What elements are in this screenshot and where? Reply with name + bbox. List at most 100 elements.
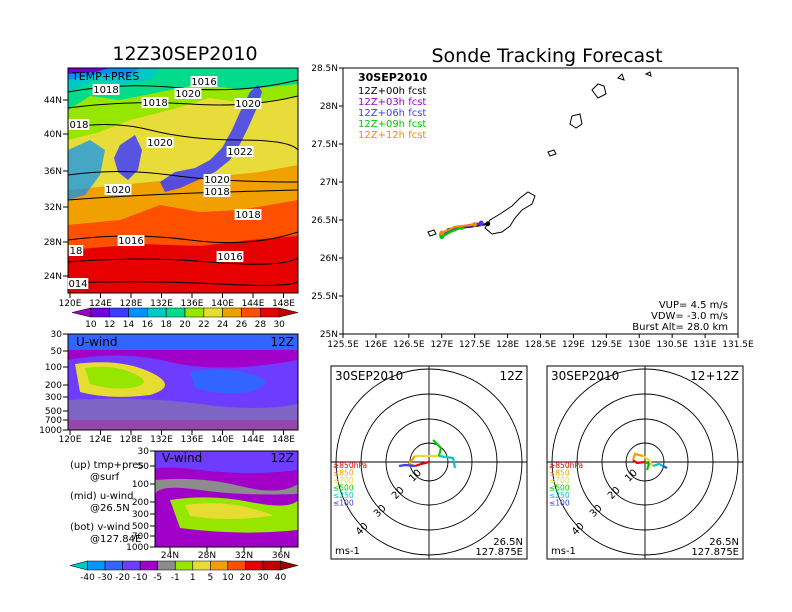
track-lat-tick-label: 27N <box>320 178 338 188</box>
colorbar-label: 16 <box>142 320 154 330</box>
hodo-level-label: ≤700 <box>549 476 570 485</box>
vup-readout: VUP= 4.5 m/s <box>659 300 728 311</box>
u-y-tick-label: 100 <box>45 363 62 373</box>
lon-tick-label: 120E <box>59 299 82 309</box>
u-y-tick-label: 500 <box>45 407 62 417</box>
u-x-axis: 120E 124E 128E 132E 136E 140E 144E 148E <box>59 430 295 445</box>
isobar-label-bg <box>117 235 145 246</box>
hodo-level-label: ≤850 <box>333 469 354 478</box>
colorbar-label: 10 <box>85 320 97 330</box>
lat-tick-label: 28N <box>44 238 62 248</box>
lon-tick-label: 136E <box>181 299 204 309</box>
wind-colorbar-swatch <box>210 560 229 571</box>
hodo-level-label: ≤100 <box>333 499 354 508</box>
track-lon-tick-label: 126E <box>364 340 387 350</box>
track-point <box>439 234 445 240</box>
wind-colorbar-swatch <box>192 560 211 571</box>
track-legend-entry: 12Z+03h fcst <box>358 97 426 108</box>
wind-colorbar-label: -10 <box>133 573 148 583</box>
hodo-trace <box>632 459 646 465</box>
colorbar-swatch <box>241 307 261 318</box>
isobar-label-bg <box>203 174 231 185</box>
hodo-trace <box>662 465 668 469</box>
track-legend-entry: 12Z+12h fcst <box>358 130 426 141</box>
track-lat-tick-label: 28.5N <box>311 64 338 74</box>
track-point <box>472 222 478 227</box>
track-lon-tick-label: 130E <box>628 340 651 350</box>
colorbar-swatch <box>260 307 280 318</box>
lon-tick-label: 140E <box>211 299 234 309</box>
colorbar-label: 26 <box>236 320 248 330</box>
isobar-label: 1016 <box>191 77 216 88</box>
u-x-tick-label: 124E <box>89 435 112 445</box>
hodo-trace <box>642 455 654 467</box>
isobar-label-bg <box>174 88 202 99</box>
lon-tick-label: 124E <box>89 299 112 309</box>
colorbar-swatch <box>71 307 92 318</box>
track-lon-tick-label: 128E <box>496 340 519 350</box>
left-title: 12Z30SEP2010 <box>112 43 257 65</box>
lon-tick-label: 144E <box>242 299 265 309</box>
v-y-tick-label: 500 <box>132 522 149 532</box>
colorbar-label: 20 <box>179 320 191 330</box>
china-land <box>68 140 105 200</box>
temp-label: TEMP+PRES <box>71 70 139 83</box>
track-series-line <box>441 226 462 238</box>
hodo-level-label: ≥850hPa <box>549 461 583 470</box>
v-y-tick-label: 1000 <box>126 543 149 553</box>
u-y-tick-label: 50 <box>51 347 63 357</box>
isobar-label: 1016 <box>118 236 143 247</box>
isobar-label: 1018 <box>235 210 260 221</box>
wind-colorbar-label: 20 <box>240 573 252 583</box>
track-lon-tick-label: 127.5E <box>459 340 491 350</box>
v-y-tick-label: 100 <box>132 480 149 490</box>
isobar-label-bg <box>68 119 90 130</box>
colorbar-label: 30 <box>273 320 285 330</box>
track-lon-tick-label: 129.5E <box>591 340 623 350</box>
hodo-time: 12+12Z <box>690 369 739 383</box>
hodo-trace <box>438 454 457 469</box>
v-label: V-wind <box>162 451 202 465</box>
colorbar-swatch <box>278 307 299 318</box>
u-x-tick-label: 128E <box>120 435 143 445</box>
isobar-label: 1020 <box>235 99 260 110</box>
track-lon-tick-label: 131.5E <box>722 340 754 350</box>
track-lon-tick-label: 131E <box>694 340 717 350</box>
wind-colorbar-label: 1 <box>190 573 196 583</box>
isobar-label: 018 <box>69 120 88 131</box>
track-point <box>485 221 491 227</box>
isobar-label-bg <box>68 245 84 256</box>
temp-band-red <box>68 236 298 293</box>
isobar-label-bg <box>67 278 89 289</box>
track-legend-entry: 12Z+09h fcst <box>358 119 426 130</box>
colorbar-swatch <box>128 307 148 318</box>
isobar-label: 1020 <box>175 89 200 100</box>
u-x-tick-label: 136E <box>181 435 204 445</box>
track-lon-tick-label: 130.5E <box>656 340 688 350</box>
v-y-tick-label: 300 <box>132 510 149 520</box>
wind-colorbar-swatch <box>122 560 141 571</box>
hodo-level-label: ≤850 <box>549 469 570 478</box>
u-time: 12Z <box>271 335 295 349</box>
isobar-label: 1018 <box>204 187 229 198</box>
hodo-lon: 127.875E <box>475 547 523 558</box>
track-lat-axis: 28.5N 28N 27.5N 27N 26.5N 26N 25.5N 25N <box>311 64 343 340</box>
track-lon-tick-label: 129E <box>562 340 585 350</box>
wind-colorbar-swatch <box>157 560 176 571</box>
colorbar-swatch <box>165 307 186 318</box>
temp-lon-axis: 120E 124E 128E 132E 136E 140E 144E 148E <box>59 293 295 309</box>
track-date: 30SEP2010 <box>358 71 428 84</box>
u-frame <box>67 333 299 431</box>
colorbar-swatch <box>184 307 205 318</box>
colorbar-label: 22 <box>198 320 209 330</box>
hodo-unit: ms-1 <box>551 546 576 557</box>
colorbar-label: 18 <box>160 320 172 330</box>
coastlines <box>427 71 652 237</box>
v-frame <box>154 450 299 548</box>
hodo-level-label: ≤500 <box>549 484 570 493</box>
isobar-label: 1018 <box>93 85 118 96</box>
